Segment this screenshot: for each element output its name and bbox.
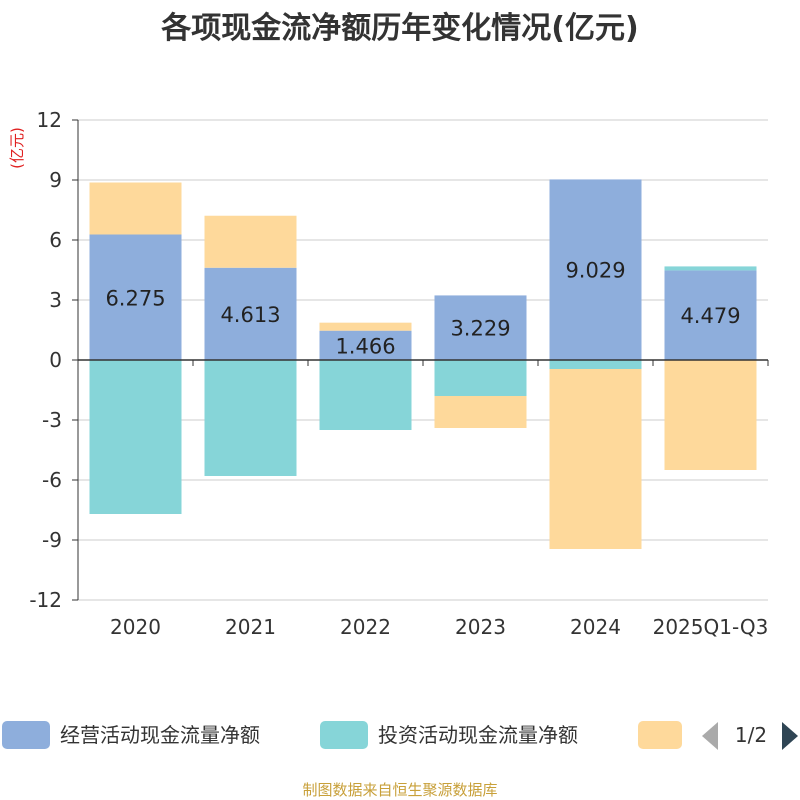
data-label: 9.029: [565, 259, 625, 283]
bar-financing: [204, 215, 297, 268]
y-tick-label: 6: [49, 228, 62, 252]
y-tick-label: -6: [42, 468, 62, 492]
source-note: 制图数据来自恒生聚源数据库: [302, 781, 497, 799]
data-labels: 6.275 4.613 1.466 3.229 9.029 4.479: [105, 259, 740, 359]
legend-item-operating[interactable]: 经营活动现金流量净额: [2, 721, 260, 749]
legend-swatch-investing: [320, 721, 368, 749]
bar-financing: [664, 360, 757, 470]
legend-next-page-icon[interactable]: [782, 722, 798, 750]
legend-prev-page-icon[interactable]: [702, 722, 718, 750]
data-label: 1.466: [335, 334, 395, 358]
y-axis-unit-label: (亿元): [8, 127, 26, 169]
x-axis-ticks: 2020 2021 2022 2023 2024 2025Q1-Q3: [110, 615, 768, 639]
data-label: 4.613: [220, 303, 280, 327]
y-tick-label: -9: [42, 528, 62, 552]
y-axis-ticks: 12 9 6 3 0 -3 -6 -9 -12: [29, 108, 78, 612]
bar-investing: [89, 360, 182, 514]
bar-investing: [434, 360, 527, 396]
legend-label-operating: 经营活动现金流量净额: [60, 723, 260, 747]
bar-investing: [204, 360, 297, 476]
y-tick-label: 12: [37, 108, 62, 132]
data-label: 6.275: [105, 286, 165, 310]
legend-item-financing[interactable]: [638, 721, 682, 749]
bar-operating: [89, 234, 182, 360]
bar-financing: [434, 396, 527, 428]
bar-operating: [434, 295, 527, 360]
bar-financing: [549, 369, 642, 549]
x-tick-label: 2021: [225, 615, 276, 639]
bar-operating: [204, 267, 297, 360]
data-label: 4.479: [680, 304, 740, 328]
legend-page-indicator: 1/2: [735, 723, 767, 747]
bar-series: [89, 179, 757, 549]
y-tick-label: 3: [49, 288, 62, 312]
x-tick-label: 2020: [110, 615, 161, 639]
bar-financing: [319, 322, 412, 331]
legend-swatch-financing: [638, 721, 682, 749]
x-tick-label: 2024: [570, 615, 621, 639]
x-tick-label: 2022: [340, 615, 391, 639]
x-tick-label: 2025Q1-Q3: [653, 615, 769, 639]
y-tick-label: -12: [29, 588, 62, 612]
legend-label-investing: 投资活动现金流量净额: [378, 723, 578, 747]
bar-investing: [549, 360, 642, 369]
y-tick-label: -3: [42, 408, 62, 432]
chart-title: 各项现金流净额历年变化情况(亿元): [160, 11, 638, 46]
y-tick-label: 9: [49, 168, 62, 192]
bar-operating: [319, 330, 412, 360]
bar-investing: [319, 360, 412, 430]
data-label: 3.229: [450, 317, 510, 341]
bar-financing: [89, 182, 182, 235]
y-tick-label: 0: [49, 348, 62, 372]
bar-operating: [549, 179, 642, 360]
bar-investing: [664, 266, 757, 271]
legend: 经营活动现金流量净额 投资活动现金流量净额 1/2: [2, 721, 798, 750]
x-tick-label: 2023: [455, 615, 506, 639]
legend-item-investing[interactable]: 投资活动现金流量净额: [320, 721, 578, 749]
legend-swatch-operating: [2, 721, 50, 749]
bar-operating: [664, 270, 757, 360]
